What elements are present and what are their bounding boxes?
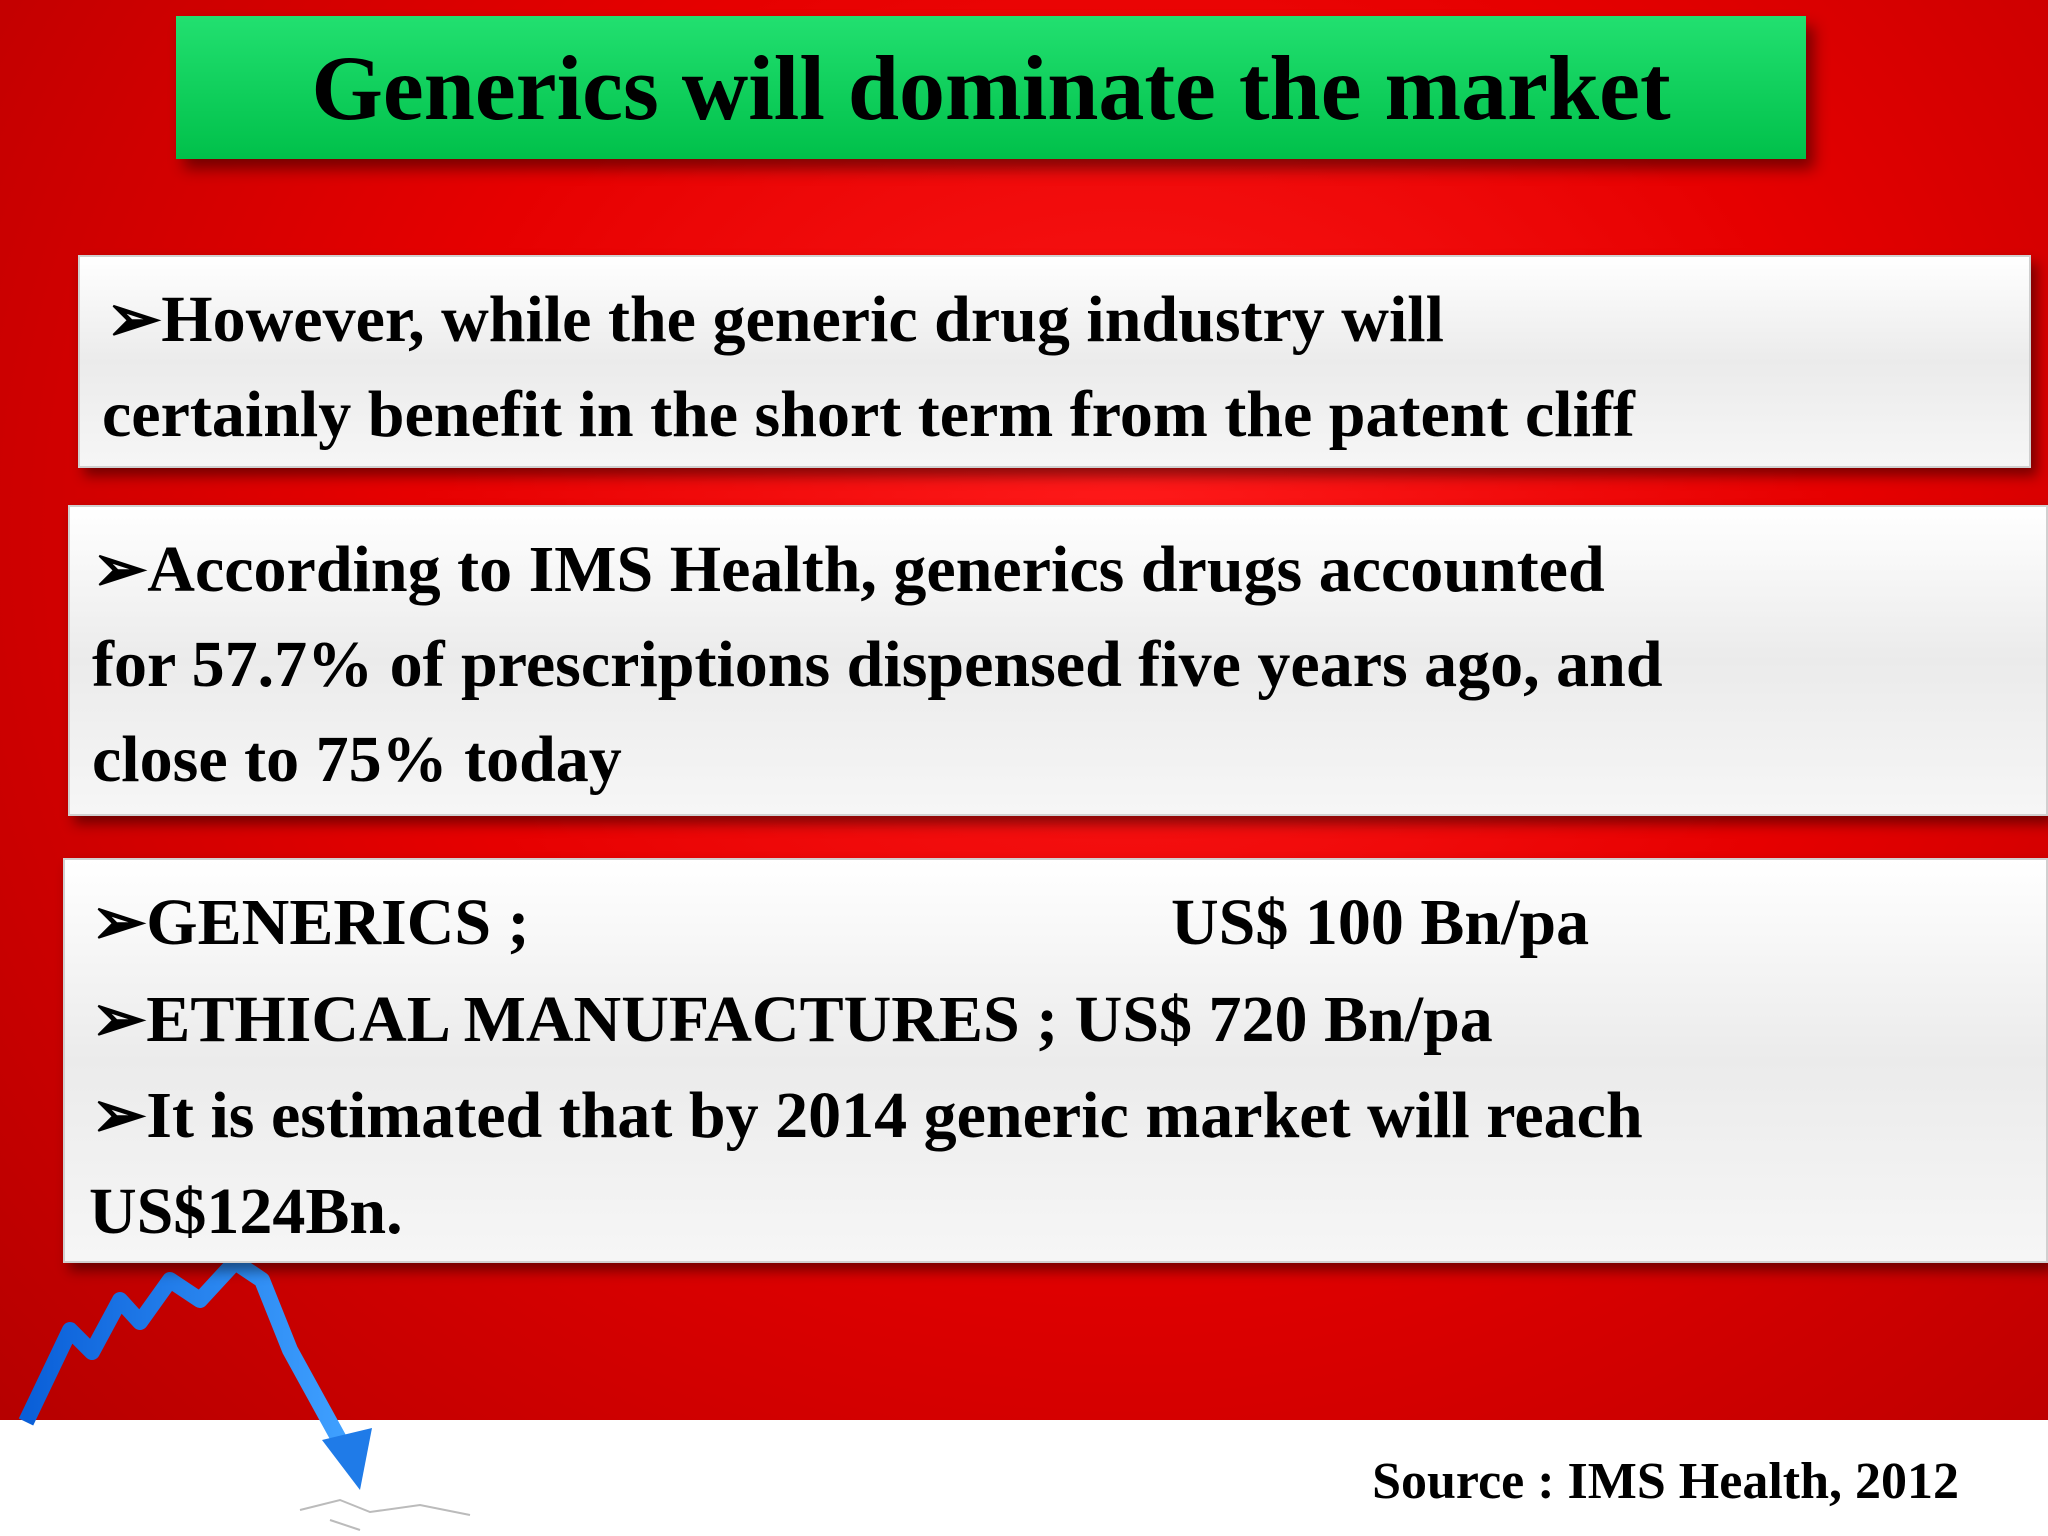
source: Source : IMS Health, 2012 (1372, 1452, 1959, 1511)
figure-line: ➢It is estimated that by 2014 generic ma… (91, 1083, 1643, 1149)
slide-title: Generics will dominate the market (311, 35, 1670, 141)
figure-label: ➢GENERICS ; (91, 890, 530, 956)
point-line: close to 75% today (92, 727, 622, 793)
figure-line: ➢ETHICAL MANUFACTURES ; US$ 720 Bn/pa (91, 987, 1493, 1053)
figure-line: US$124Bn. (89, 1179, 403, 1245)
arrow-line (26, 1262, 345, 1450)
point-line: ➢However, while the generic drug industr… (106, 287, 1444, 353)
title-box: Generics will dominate the market (176, 16, 1806, 159)
point-line: ➢According to IMS Health, generics drugs… (92, 537, 1605, 603)
watermark: P (370, 1462, 397, 1513)
point-line: certainly benefit in the short term from… (102, 382, 1635, 448)
point-line: for 57.7% of prescriptions dispensed fiv… (92, 632, 1663, 698)
figures-box: ➢GENERICS ; US$ 100 Bn/pa ➢ETHICAL MANUF… (63, 858, 2048, 1263)
figure-value: US$ 100 Bn/pa (1171, 890, 1589, 956)
point-box: ➢However, while the generic drug industr… (78, 255, 2031, 468)
point-box: ➢According to IMS Health, generics drugs… (68, 505, 2048, 816)
